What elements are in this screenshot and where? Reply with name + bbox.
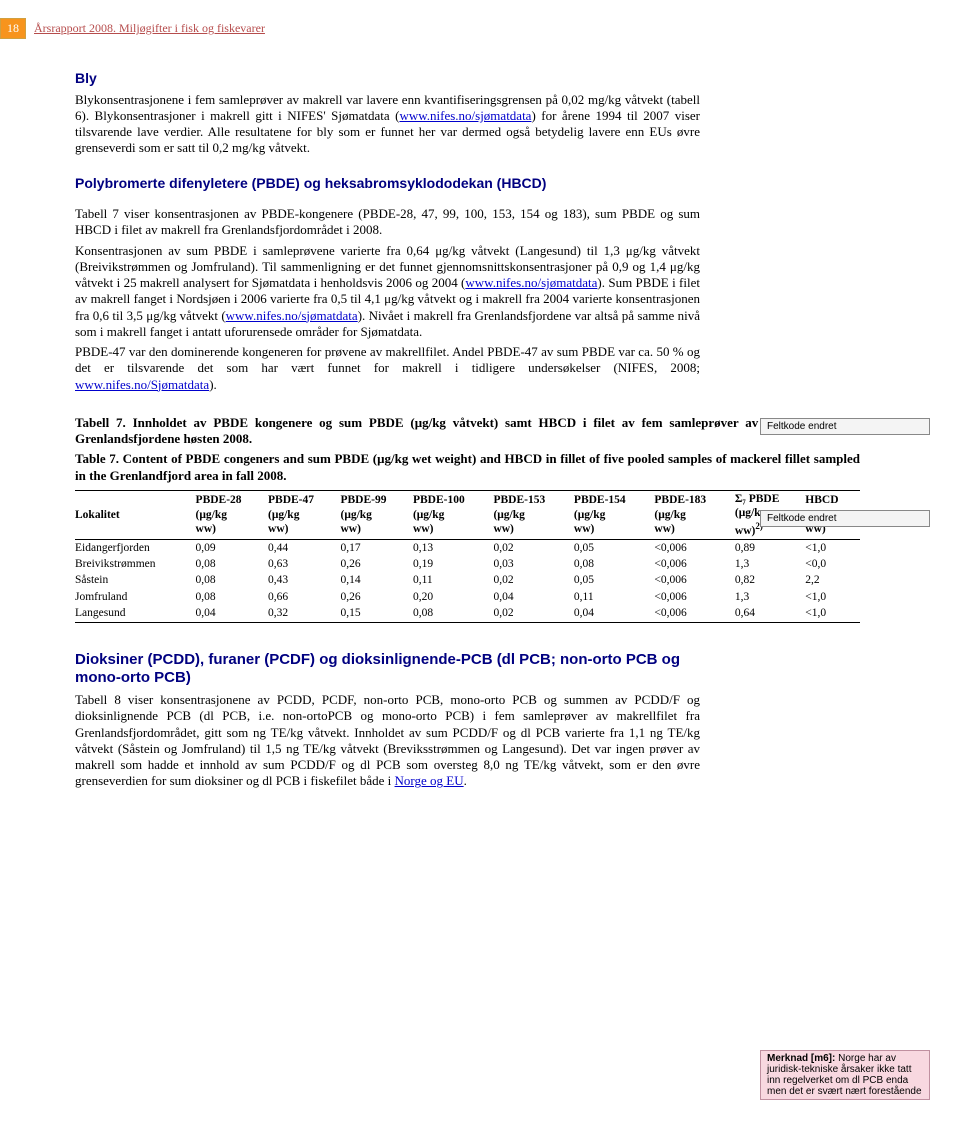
cell-value: 0,03 (493, 556, 573, 572)
cell-value: 0,11 (574, 589, 654, 605)
cell-value: 0,08 (196, 556, 268, 572)
cell-value: 0,08 (196, 572, 268, 588)
link-norge-eu[interactable]: Norge og EU (395, 773, 464, 788)
comment-note-m6: Merknad [m6]: Norge har av juridisk-tekn… (760, 1050, 930, 1100)
cell-value: 0,82 (735, 572, 805, 588)
cell-value: 0,05 (574, 572, 654, 588)
table7-caption-no: Tabell 7. Innholdet av PBDE kongenere og… (75, 415, 860, 448)
table-row: Breivikstrømmen0,080,630,260,190,030,08<… (75, 556, 860, 572)
para-pbde-3: PBDE-47 var den dominerende kongeneren f… (75, 344, 700, 393)
cell-value: 0,04 (493, 589, 573, 605)
comment-note-title: Merknad [m6]: (767, 1053, 835, 1064)
text: Tabell 8 viser konsentrasjonene av PCDD,… (75, 692, 700, 788)
cell-value: 0,02 (493, 605, 573, 622)
cell-lokalitet: Såstein (75, 572, 196, 588)
header-title: Årsrapport 2008. Miljøgifter i fisk og f… (34, 21, 265, 36)
cell-value: <1,0 (805, 539, 860, 556)
cell-value: <0,006 (654, 556, 734, 572)
cell-value: <0,006 (654, 539, 734, 556)
para-pbde-2: Konsentrasjonen av sum PBDE i samleprøve… (75, 243, 700, 341)
table-row: Eidangerfjorden0,090,440,170,130,020,05<… (75, 539, 860, 556)
comment-fieldcode-2: Feltkode endret (760, 510, 930, 527)
cell-value: 0,02 (493, 572, 573, 588)
table-row: Såstein0,080,430,140,110,020,05<0,0060,8… (75, 572, 860, 588)
cell-value: 0,44 (268, 539, 340, 556)
para-pbde-1: Tabell 7 viser konsentrasjonen av PBDE-k… (75, 206, 700, 239)
cell-lokalitet: Breivikstrømmen (75, 556, 196, 572)
table7-caption-en: Table 7. Content of PBDE congeners and s… (75, 451, 860, 484)
cell-value: <0,006 (654, 572, 734, 588)
cell-value: 0,43 (268, 572, 340, 588)
cell-value: 0,09 (196, 539, 268, 556)
th-pbde153: PBDE-153(μg/kgww) (493, 490, 573, 539)
cell-value: 0,26 (340, 556, 412, 572)
para-bly-1: Blykonsentrasjonene i fem samleprøver av… (75, 92, 700, 157)
cell-value: <1,0 (805, 589, 860, 605)
link-nifes-1[interactable]: www.nifes.no/sjømatdata (399, 108, 531, 123)
th-pbde100: PBDE-100(μg/kgww) (413, 490, 493, 539)
heading-dioxin: Dioksiner (PCDD), furaner (PCDF) og diok… (75, 651, 700, 689)
cell-value: 0,02 (493, 539, 573, 556)
th-pbde47: PBDE-47(μg/kgww) (268, 490, 340, 539)
cell-value: 2,2 (805, 572, 860, 588)
text: . (464, 773, 467, 788)
heading-pbde: Polybromerte difenyletere (PBDE) og heks… (75, 175, 700, 193)
cell-value: 0,63 (268, 556, 340, 572)
th-pbde183: PBDE-183(μg/kgww) (654, 490, 734, 539)
cell-value: 0,66 (268, 589, 340, 605)
th-lokalitet: Lokalitet (75, 490, 196, 539)
cell-lokalitet: Eidangerfjorden (75, 539, 196, 556)
main-content: Bly Blykonsentrasjonene i fem samleprøve… (75, 70, 700, 790)
cell-value: 0,08 (413, 605, 493, 622)
cell-value: 0,13 (413, 539, 493, 556)
link-nifes-2[interactable]: www.nifes.no/sjømatdata (465, 275, 597, 290)
heading-bly: Bly (75, 70, 700, 88)
link-nifes-3[interactable]: www.nifes.no/sjømatdata (226, 308, 358, 323)
cell-value: 0,08 (574, 556, 654, 572)
page-header: 18 Årsrapport 2008. Miljøgifter i fisk o… (0, 18, 265, 39)
cell-value: 0,15 (340, 605, 412, 622)
cell-value: <0,006 (654, 589, 734, 605)
table-row: Langesund0,040,320,150,080,020,04<0,0060… (75, 605, 860, 622)
para-dioxin-1: Tabell 8 viser konsentrasjonene av PCDD,… (75, 692, 700, 790)
page-number-badge: 18 (0, 18, 26, 39)
text: ). (209, 377, 217, 392)
cell-value: 1,3 (735, 556, 805, 572)
text: PBDE-47 var den dominerende kongeneren f… (75, 344, 700, 375)
table-7: Lokalitet PBDE-28(μg/kgww) PBDE-47(μg/kg… (75, 490, 860, 623)
cell-value: 0,26 (340, 589, 412, 605)
cell-value: 0,17 (340, 539, 412, 556)
cell-value: 0,20 (413, 589, 493, 605)
cell-value: <0,006 (654, 605, 734, 622)
comment-fieldcode-1: Feltkode endret (760, 418, 930, 435)
cell-value: 0,89 (735, 539, 805, 556)
cell-lokalitet: Langesund (75, 605, 196, 622)
cell-value: 0,04 (574, 605, 654, 622)
cell-value: 0,32 (268, 605, 340, 622)
cell-value: 0,19 (413, 556, 493, 572)
cell-value: 0,04 (196, 605, 268, 622)
th-pbde154: PBDE-154(μg/kgww) (574, 490, 654, 539)
cell-value: <1,0 (805, 605, 860, 622)
cell-value: 0,14 (340, 572, 412, 588)
link-nifes-4[interactable]: www.nifes.no/Sjømatdata (75, 377, 209, 392)
th-pbde99: PBDE-99(μg/kgww) (340, 490, 412, 539)
cell-value: 0,64 (735, 605, 805, 622)
th-pbde28: PBDE-28(μg/kgww) (196, 490, 268, 539)
cell-value: 1,3 (735, 589, 805, 605)
cell-value: 0,11 (413, 572, 493, 588)
table-row: Jomfruland0,080,660,260,200,040,11<0,006… (75, 589, 860, 605)
cell-lokalitet: Jomfruland (75, 589, 196, 605)
cell-value: <0,0 (805, 556, 860, 572)
cell-value: 0,08 (196, 589, 268, 605)
cell-value: 0,05 (574, 539, 654, 556)
